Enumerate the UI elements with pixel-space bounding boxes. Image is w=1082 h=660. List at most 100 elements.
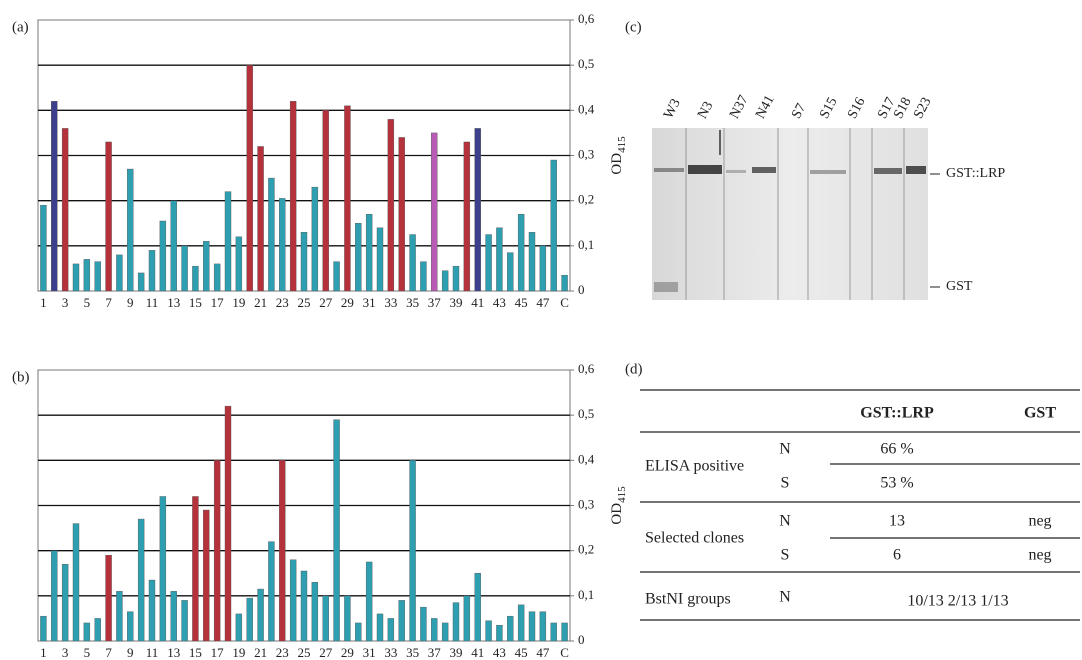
- x-tick-label: 1: [40, 295, 47, 310]
- x-tick-label: 47: [536, 645, 550, 660]
- lane-label: N41: [753, 93, 778, 121]
- bar: [138, 519, 144, 641]
- table-cell: 10/13 2/13 1/13: [907, 593, 1008, 610]
- bar: [496, 625, 502, 641]
- bar: [420, 262, 426, 291]
- x-tick-label: 15: [189, 295, 202, 310]
- bar: [73, 264, 79, 291]
- x-tick-label: 13: [167, 645, 180, 660]
- bar: [377, 228, 383, 291]
- lane-label: S18: [891, 95, 914, 121]
- bar: [279, 460, 285, 641]
- x-tick-label: 23: [276, 295, 289, 310]
- x-tick-label: 41: [471, 295, 484, 310]
- bar: [95, 618, 101, 641]
- bar: [106, 555, 112, 641]
- bar: [344, 596, 350, 641]
- bar: [323, 596, 329, 641]
- bar: [366, 214, 372, 291]
- y-tick-label: 0,3: [578, 146, 594, 161]
- bar: [290, 101, 296, 291]
- x-tick-label: 35: [406, 645, 419, 660]
- lane-label: S7: [789, 101, 809, 121]
- bar: [399, 137, 405, 291]
- x-tick-label: 27: [319, 645, 333, 660]
- bar: [138, 273, 144, 291]
- bar: [301, 571, 307, 641]
- x-tick-label: 11: [146, 645, 159, 660]
- bar: [225, 406, 231, 641]
- bar: [62, 564, 68, 641]
- bar: [420, 607, 426, 641]
- bar: [127, 169, 133, 291]
- lane-label: S23: [911, 95, 934, 121]
- blot-image: [652, 128, 928, 300]
- bar: [475, 573, 481, 641]
- x-tick-label: 45: [515, 295, 528, 310]
- y-axis-label-subscript: 415: [616, 136, 628, 153]
- bar: [149, 580, 155, 641]
- bar: [214, 264, 220, 291]
- lane-label: S16: [845, 95, 868, 121]
- x-tick-label: 43: [493, 645, 506, 660]
- y-tick-label: 0,5: [578, 406, 594, 421]
- bar: [301, 232, 307, 291]
- x-tick-label: 31: [363, 645, 376, 660]
- x-tick-label: 43: [493, 295, 506, 310]
- x-tick-label: 25: [298, 645, 311, 660]
- bar: [171, 201, 177, 291]
- bar: [464, 142, 470, 291]
- table-cell: 13: [889, 513, 905, 530]
- bar: [290, 560, 296, 641]
- bar: [453, 603, 459, 641]
- bar: [366, 562, 372, 641]
- x-tick-label: 21: [254, 645, 267, 660]
- bar: [334, 262, 340, 291]
- y-tick-label: 0,2: [578, 192, 594, 207]
- x-tick-label: 5: [84, 295, 91, 310]
- bar: [518, 605, 524, 641]
- bar: [442, 271, 448, 291]
- row-set: S: [781, 547, 790, 564]
- lane-label: W3: [661, 96, 684, 121]
- bar: [540, 612, 546, 641]
- bar: [355, 223, 361, 291]
- bar: [214, 460, 220, 641]
- bar: [192, 496, 198, 641]
- x-tick-label: 17: [211, 645, 225, 660]
- bar: [268, 178, 274, 291]
- bar: [225, 192, 231, 291]
- bar: [540, 246, 546, 291]
- bar: [344, 106, 350, 291]
- bar: [355, 623, 361, 641]
- x-tick-label: 37: [428, 645, 442, 660]
- x-tick-label: 7: [105, 295, 112, 310]
- bar: [279, 198, 285, 291]
- bar: [562, 275, 568, 291]
- bar: [518, 214, 524, 291]
- bar: [40, 616, 46, 641]
- panel-label: (a): [12, 19, 29, 35]
- x-tick-label: 27: [319, 295, 333, 310]
- band-label: GST: [946, 279, 973, 294]
- y-axis-label: OD415: [609, 136, 627, 175]
- x-tick-label: 33: [384, 295, 397, 310]
- bar: [388, 618, 394, 641]
- x-tick-label: 19: [232, 295, 245, 310]
- x-tick-label: 17: [211, 295, 225, 310]
- x-tick-label: 41: [471, 645, 484, 660]
- bar: [529, 232, 535, 291]
- bar: [192, 266, 198, 291]
- bar: [51, 101, 57, 291]
- bar: [464, 596, 470, 641]
- x-tick-label: 35: [406, 295, 419, 310]
- bar: [203, 510, 209, 641]
- bar: [62, 128, 68, 291]
- x-tick-label: 29: [341, 645, 354, 660]
- x-tick-label: 19: [232, 645, 245, 660]
- bar: [529, 612, 535, 641]
- bar: [475, 128, 481, 291]
- bar: [410, 460, 416, 641]
- x-tick-label: 31: [363, 295, 376, 310]
- row-set: N: [779, 589, 791, 606]
